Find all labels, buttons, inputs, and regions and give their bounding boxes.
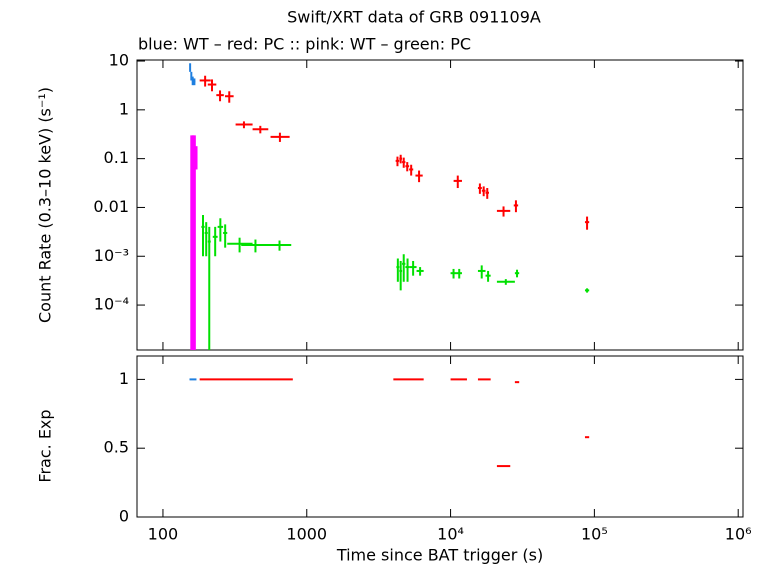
plot-frame (136, 59, 744, 351)
x-axis-label: Time since BAT trigger (s) (336, 546, 543, 565)
x-tick-label: 1000 (286, 525, 327, 544)
legend-subtitle: blue: WT – red: PC :: pink: WT – green: … (138, 35, 471, 54)
y-tick-label: 1 (119, 99, 129, 118)
y-tick-label: 0 (119, 507, 129, 526)
y-tick-label: 10⁻⁴ (94, 295, 129, 314)
y-axis-label: Count Rate (0.3–10 keV) (s⁻¹) (36, 87, 55, 323)
y-tick-label: 1 (119, 369, 129, 388)
x-tick-label: 10⁶ (725, 525, 752, 544)
plot-frame (136, 355, 744, 518)
x-tick-label: 100 (148, 525, 179, 544)
y-tick-label: 10 (109, 51, 129, 70)
y-tick-label: 0.5 (104, 438, 129, 457)
y-axis-label: Frac. Exp (36, 409, 55, 482)
y-tick-label: 0.01 (93, 197, 129, 216)
x-tick-label: 10⁴ (437, 525, 464, 544)
y-tick-label: 0.1 (104, 148, 129, 167)
x-tick-label: 10⁵ (581, 525, 608, 544)
y-tick-label: 10⁻³ (94, 246, 129, 265)
chart-title: Swift/XRT data of GRB 091109A (287, 8, 541, 27)
